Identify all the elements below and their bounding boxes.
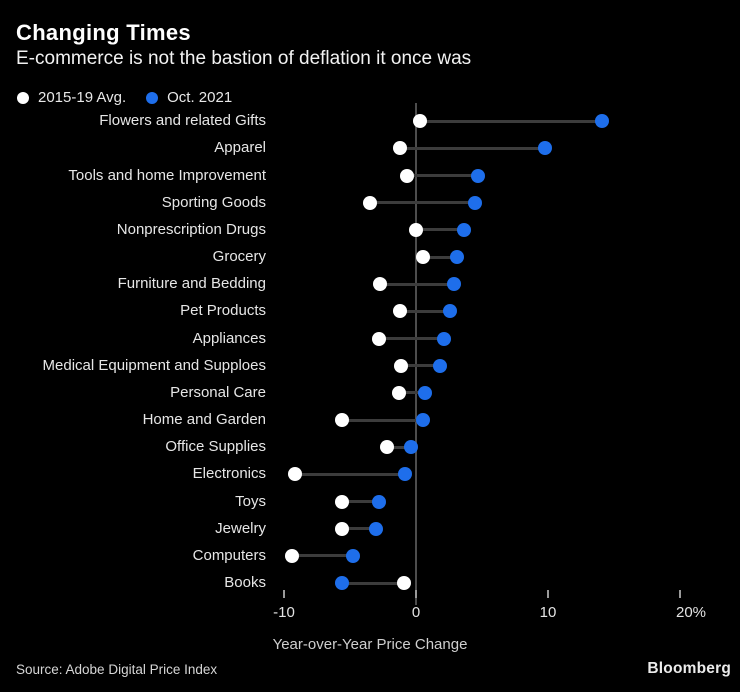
x-axis-tick-label: 20% (675, 604, 707, 621)
avg-dot (409, 222, 423, 237)
oct-2021-dot (443, 304, 458, 319)
dumbbell-connector (342, 500, 380, 504)
category-label: Tools and home Improvement (68, 166, 266, 184)
category-label: Pet Products (180, 302, 266, 320)
x-axis-tick (415, 590, 417, 598)
category-label: Appliances (192, 329, 266, 347)
avg-dot (287, 467, 302, 482)
oct-2021-dot (468, 195, 483, 210)
avg-dot (397, 576, 412, 591)
x-axis-tick-label: -10 (273, 604, 295, 621)
avg-dot (362, 195, 377, 210)
bloomberg-logo: Bloomberg (647, 660, 731, 677)
dumbbell-connector (422, 255, 457, 259)
avg-dot (412, 114, 427, 129)
oct-2021-dot (403, 440, 418, 455)
category-label: Sporting Goods (161, 193, 266, 211)
category-label: Apparel (214, 139, 266, 157)
category-label: Computers (192, 546, 266, 564)
oct-2021-dot (335, 576, 350, 591)
oct-2021-dot (372, 494, 387, 509)
oct-2021-dot (345, 548, 360, 563)
source-caption: Source: Adobe Digital Price Index (16, 662, 218, 677)
oct-2021-dot (595, 114, 610, 129)
category-label: Personal Care (170, 383, 266, 401)
oct-2021-dot (449, 250, 464, 265)
category-label: Grocery (212, 248, 266, 266)
category-label: Flowers and related Gifts (99, 112, 266, 130)
x-axis-tick (679, 590, 681, 598)
x-axis-title: Year-over-Year Price Change (272, 636, 468, 653)
category-label: Nonprescription Drugs (116, 220, 266, 238)
oct-2021-dot (369, 521, 384, 536)
category-label: Books (224, 574, 266, 592)
dumbbell-connector (342, 581, 405, 585)
dumbbell-connector (401, 364, 440, 368)
dumbbell-connector (406, 174, 479, 178)
oct-2021-dot (418, 385, 433, 400)
avg-dot (372, 331, 387, 346)
dumbbell-connector (419, 119, 603, 123)
oct-2021-dot (398, 467, 413, 482)
dumbbell-connector (369, 201, 476, 205)
category-label: Medical Equipment and Supploes (42, 356, 266, 374)
oct-2021-dot (447, 277, 462, 292)
legend-item-oct: Oct. 2021 (146, 89, 232, 106)
dumbbell-connector (291, 554, 353, 558)
avg-dot (415, 250, 430, 265)
avg-dot (391, 385, 406, 400)
legend-swatch-avg-icon (17, 91, 29, 104)
dumbbell-connector (400, 146, 546, 150)
dumbbell-connector (400, 309, 451, 313)
x-axis-tick-label: 10 (539, 604, 557, 621)
avg-dot (399, 168, 414, 183)
zero-gridline (415, 103, 417, 605)
dumbbell-connector (342, 527, 377, 531)
oct-2021-dot (456, 222, 471, 237)
avg-dot (379, 440, 394, 455)
category-label: Office Supplies (165, 438, 266, 456)
oct-2021-dot (432, 358, 447, 373)
dumbbell-connector (342, 418, 423, 422)
dumbbell-connector (398, 391, 426, 395)
dumbbell-connector (380, 282, 455, 286)
oct-2021-dot (415, 413, 430, 428)
category-label: Home and Garden (142, 411, 266, 429)
avg-dot (393, 141, 408, 156)
legend: 2015-19 Avg. Oct. 2021 (17, 89, 232, 106)
dumbbell-connector (386, 445, 411, 449)
dumbbell-connector (294, 472, 406, 476)
oct-2021-dot (436, 331, 451, 346)
x-axis-tick (547, 590, 549, 598)
avg-dot (335, 494, 350, 509)
avg-dot (335, 521, 350, 536)
category-label: Electronics (192, 465, 266, 483)
legend-label-oct: Oct. 2021 (167, 89, 233, 106)
oct-2021-dot (538, 141, 553, 156)
avg-dot (284, 548, 299, 563)
legend-swatch-oct-icon (146, 91, 159, 104)
dumbbell-connector (416, 228, 464, 232)
x-axis-tick (283, 590, 285, 598)
avg-dot (373, 277, 388, 292)
avg-dot (393, 304, 408, 319)
category-label: Jewelry (215, 519, 266, 537)
avg-dot (335, 413, 350, 428)
dumbbell-connector (379, 337, 444, 341)
category-label: Toys (235, 492, 266, 510)
chart-subtitle: E-commerce is not the bastion of deflati… (16, 48, 472, 69)
category-label: Furniture and Bedding (117, 275, 266, 293)
avg-dot (394, 358, 409, 373)
page-title: Changing Times (16, 20, 191, 45)
legend-item-avg: 2015-19 Avg. (17, 89, 126, 106)
legend-label-avg: 2015-19 Avg. (38, 89, 127, 106)
oct-2021-dot (471, 168, 486, 183)
x-axis-tick-label: 0 (411, 604, 421, 621)
